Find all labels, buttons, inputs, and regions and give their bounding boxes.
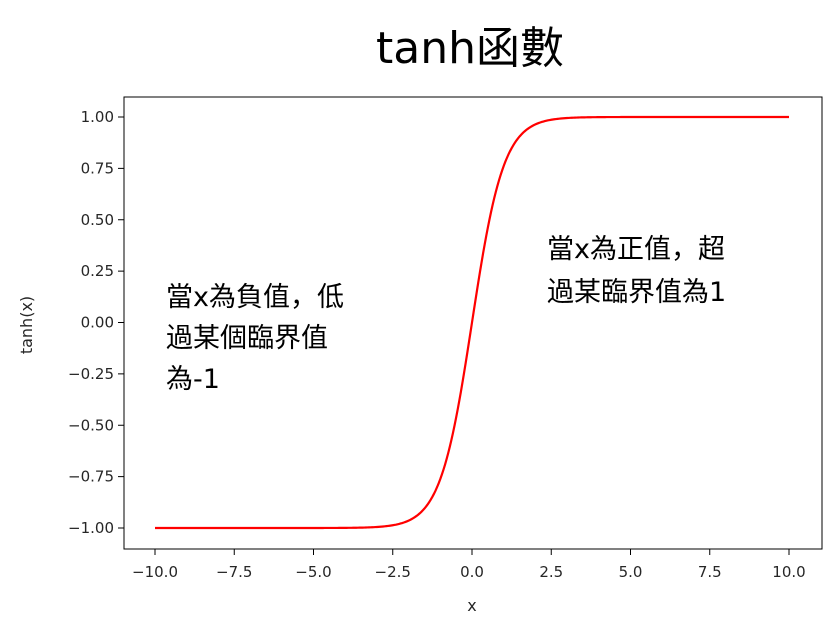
y-tick-label: −1.00 bbox=[68, 519, 114, 537]
tanh-series-line bbox=[155, 115, 789, 530]
x-axis-label: x bbox=[467, 596, 476, 615]
y-axis-ticks: 1.00 0.75 0.50 0.25 0.00 −0.25 −0.50 −0.75 −1.00 bbox=[68, 108, 124, 537]
x-tick-label: −2.5 bbox=[375, 563, 411, 581]
x-tick-label: −7.5 bbox=[216, 563, 252, 581]
y-tick-label: −0.50 bbox=[68, 416, 114, 434]
y-tick-label: −0.25 bbox=[68, 365, 114, 383]
y-tick-label: 0.25 bbox=[81, 262, 114, 280]
y-tick-label: 0.00 bbox=[81, 314, 114, 332]
y-tick-label: 1.00 bbox=[81, 108, 114, 126]
annotation-positive: 當x為正值，超 過某臨界值為1 bbox=[547, 234, 726, 308]
x-axis-ticks: −10.0 −7.5 −5.0 −2.5 0.0 2.5 5.0 7.5 10.0 bbox=[132, 549, 806, 581]
x-tick-label: 10.0 bbox=[772, 563, 805, 581]
y-tick-label: −0.75 bbox=[68, 468, 114, 486]
y-axis-label: tanh(x) bbox=[17, 296, 36, 354]
x-tick-label: 7.5 bbox=[698, 563, 722, 581]
chart-title: tanh函數 bbox=[376, 23, 564, 74]
x-tick-label: 5.0 bbox=[619, 563, 643, 581]
plot-frame bbox=[123, 96, 823, 550]
annotation-negative-line-2: 過某個臨界值 bbox=[166, 323, 328, 354]
annotation-negative-line-3: 為-1 bbox=[166, 364, 220, 395]
annotation-positive-line-2: 過某臨界值為1 bbox=[547, 277, 726, 308]
x-tick-label: −5.0 bbox=[295, 563, 331, 581]
x-tick-label: −10.0 bbox=[132, 563, 178, 581]
y-tick-label: 0.50 bbox=[81, 211, 114, 229]
x-tick-label: 0.0 bbox=[460, 563, 484, 581]
y-tick-label: 0.75 bbox=[81, 159, 114, 177]
x-tick-label: 2.5 bbox=[539, 563, 563, 581]
annotation-negative-line-1: 當x為負值，低 bbox=[166, 282, 344, 313]
annotation-positive-line-1: 當x為正值，超 bbox=[547, 234, 725, 265]
annotation-negative: 當x為負值，低 過某個臨界值 為-1 bbox=[166, 282, 344, 395]
